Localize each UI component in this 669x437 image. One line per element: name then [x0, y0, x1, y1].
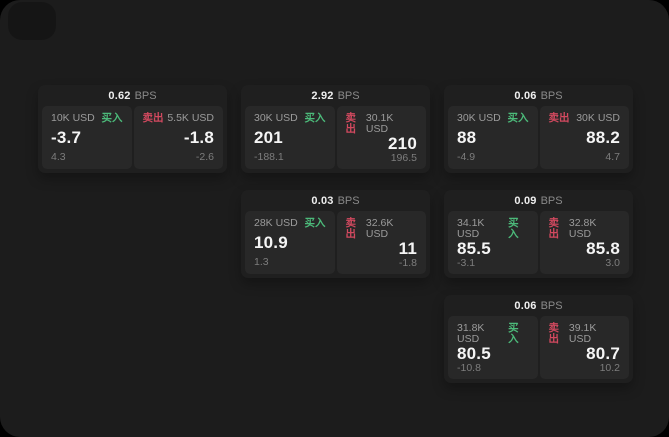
- buy-side-label: 买入: [304, 217, 326, 229]
- buy-amount: 34.1K USD: [457, 217, 485, 240]
- sell-amount: 5.5K USD: [167, 112, 214, 124]
- buy-change: -10.8: [457, 362, 481, 374]
- sell-amount: 32.8K USD: [568, 217, 597, 240]
- bps-unit-label: BPS: [540, 299, 563, 312]
- buy-price: 10.9: [254, 233, 288, 252]
- bps-unit-label: BPS: [540, 89, 563, 102]
- buy-price-tile[interactable]: 30K USD 买入 201 -188.1: [245, 106, 335, 169]
- buy-side-label: 买入: [508, 322, 519, 345]
- sell-price: 210: [388, 134, 417, 153]
- spread-header: 0.03 BPS: [241, 190, 430, 211]
- buy-amount: 10K USD: [51, 112, 95, 124]
- sell-amount: 30.1K USD: [365, 112, 394, 135]
- sell-price-tile[interactable]: 卖出 39.1K USD 80.7 10.2: [539, 316, 629, 379]
- sell-price: 88.2: [586, 128, 620, 147]
- spread-header: 0.62 BPS: [38, 85, 227, 106]
- sell-change: 4.7: [605, 151, 620, 163]
- buy-price-tile[interactable]: 30K USD 买入 88 -4.9: [448, 106, 538, 169]
- spread-value: 0.06: [514, 299, 537, 312]
- spread-header: 0.06 BPS: [444, 85, 633, 106]
- sell-side-label: 卖出: [345, 217, 357, 240]
- buy-price: 85.5: [457, 239, 491, 258]
- corner-accent: [8, 2, 56, 40]
- sell-side-label: 卖出: [142, 112, 164, 124]
- buy-change: 1.3: [254, 256, 269, 268]
- buy-change: 4.3: [51, 151, 66, 163]
- buy-price-tile[interactable]: 28K USD 买入 10.9 1.3: [245, 211, 335, 274]
- sell-side-label: 卖出: [548, 322, 560, 345]
- sell-amount: 30K USD: [576, 112, 620, 124]
- buy-price: 201: [254, 128, 283, 147]
- bps-unit-label: BPS: [540, 194, 563, 207]
- buy-change: -3.1: [457, 257, 476, 269]
- sell-amount: 39.1K USD: [568, 322, 597, 345]
- buy-price: -3.7: [51, 128, 82, 147]
- spread-value: 0.06: [514, 89, 537, 102]
- sell-side-label: 卖出: [548, 112, 570, 124]
- buy-price: 88: [457, 128, 477, 147]
- buy-amount: 30K USD: [457, 112, 501, 124]
- buy-price: 80.5: [457, 344, 491, 363]
- buy-side-label: 买入: [101, 112, 123, 124]
- buy-change: -4.9: [457, 151, 476, 163]
- quote-card: 0.09 BPS 34.1K USD 买入 85.5 -3.1 卖出 32.8K…: [444, 190, 633, 278]
- sell-price: 85.8: [586, 239, 620, 258]
- sell-change: 10.2: [599, 362, 620, 374]
- sell-price: 11: [398, 239, 417, 258]
- sell-price-tile[interactable]: 卖出 30.1K USD 210 196.5: [336, 106, 426, 169]
- buy-amount: 31.8K USD: [457, 322, 485, 345]
- sell-change: 3.0: [605, 257, 620, 269]
- spread-header: 0.09 BPS: [444, 190, 633, 211]
- sell-price: -1.8: [183, 128, 214, 147]
- sell-amount: 32.6K USD: [365, 217, 394, 240]
- quote-card: 0.06 BPS 30K USD 买入 88 -4.9 卖出 30K USD 8…: [444, 85, 633, 173]
- spread-header: 0.06 BPS: [444, 295, 633, 316]
- sell-price-tile[interactable]: 卖出 32.8K USD 85.8 3.0: [539, 211, 629, 274]
- sell-price-tile[interactable]: 卖出 30K USD 88.2 4.7: [539, 106, 629, 169]
- bps-unit-label: BPS: [337, 194, 360, 207]
- buy-change: -188.1: [254, 151, 284, 163]
- sell-change: -1.8: [398, 257, 417, 269]
- quote-card: 0.03 BPS 28K USD 买入 10.9 1.3 卖出 32.6K US…: [241, 190, 430, 278]
- quote-card: 2.92 BPS 30K USD 买入 201 -188.1 卖出 30.1K …: [241, 85, 430, 173]
- buy-side-label: 买入: [507, 112, 529, 124]
- spread-value: 0.09: [514, 194, 537, 207]
- buy-price-tile[interactable]: 31.8K USD 买入 80.5 -10.8: [448, 316, 538, 379]
- buy-price-tile[interactable]: 34.1K USD 买入 85.5 -3.1: [448, 211, 538, 274]
- buy-amount: 28K USD: [254, 217, 298, 229]
- sell-price: 80.7: [586, 344, 620, 363]
- buy-side-label: 买入: [304, 112, 326, 124]
- buy-price-tile[interactable]: 10K USD 买入 -3.7 4.3: [42, 106, 132, 169]
- sell-change: 196.5: [390, 152, 417, 164]
- sell-change: -2.6: [195, 151, 214, 163]
- sell-price-tile[interactable]: 卖出 5.5K USD -1.8 -2.6: [133, 106, 223, 169]
- spread-value: 0.03: [311, 194, 334, 207]
- spread-value: 2.92: [311, 89, 334, 102]
- quote-card: 0.62 BPS 10K USD 买入 -3.7 4.3 卖出 5.5K USD…: [38, 85, 227, 173]
- bps-unit-label: BPS: [134, 89, 157, 102]
- sell-side-label: 卖出: [345, 112, 357, 135]
- sell-side-label: 卖出: [548, 217, 560, 240]
- quote-card: 0.06 BPS 31.8K USD 买入 80.5 -10.8 卖出 39.1…: [444, 295, 633, 383]
- sell-price-tile[interactable]: 卖出 32.6K USD 11 -1.8: [336, 211, 426, 274]
- spread-value: 0.62: [108, 89, 131, 102]
- buy-side-label: 买入: [508, 217, 519, 240]
- spread-header: 2.92 BPS: [241, 85, 430, 106]
- buy-amount: 30K USD: [254, 112, 298, 124]
- bps-unit-label: BPS: [337, 89, 360, 102]
